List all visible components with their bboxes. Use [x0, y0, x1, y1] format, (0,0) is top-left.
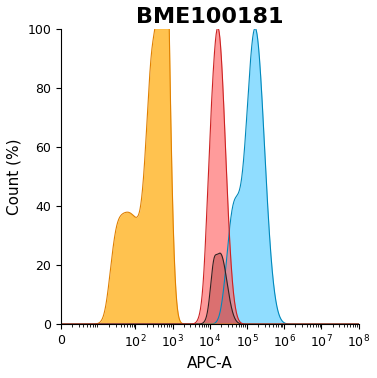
Title: BME100181: BME100181: [136, 7, 284, 27]
X-axis label: APC-A: APC-A: [187, 356, 233, 371]
Y-axis label: Count (%): Count (%): [7, 138, 22, 215]
